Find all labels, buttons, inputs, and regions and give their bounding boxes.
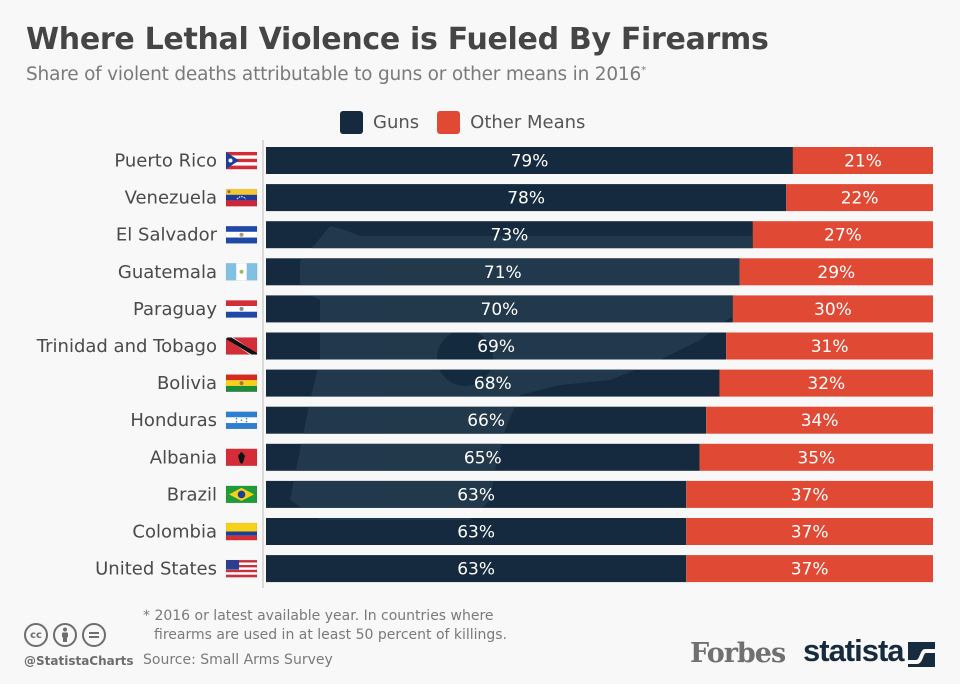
bar-other-means-el-salvador (752, 221, 933, 249)
labels-layer: 79% 21% Puerto Rico 78% 22% Venezuela 73% 27% El… (36, 151, 882, 580)
category-label: Trinidad and Tobago (36, 336, 217, 357)
value-label-other-means: 37% (791, 560, 829, 580)
value-label-guns: 71% (484, 263, 522, 283)
flag-brazil-icon (225, 485, 258, 504)
category-label: El Salvador (116, 225, 218, 246)
bar-other-means-colombia (686, 518, 933, 545)
bar-other-means-bolivia (719, 369, 933, 397)
flag-guatemala-icon (225, 262, 258, 281)
value-label-guns: 73% (491, 226, 529, 246)
value-label-guns: 78% (507, 189, 545, 209)
legend-item-guns: Guns (340, 110, 420, 134)
statista-logo: statista (803, 633, 905, 668)
category-label: Bolivia (157, 373, 217, 394)
cc-icon: cc (24, 623, 48, 647)
category-label: Puerto Rico (114, 151, 217, 172)
bar-other-means-venezuela (786, 184, 933, 212)
category-label: Guatemala (118, 262, 217, 283)
chart-subtitle: Share of violent deaths attributable to … (26, 64, 646, 85)
bar-other-means-honduras (706, 406, 933, 434)
bar-other-means-united-states (686, 555, 933, 583)
license-icons: cc (24, 623, 106, 647)
flag-el-salvador-icon (225, 225, 258, 244)
value-label-other-means: 37% (791, 523, 829, 543)
legend-label-other-means: Other Means (470, 111, 586, 133)
legend: Guns Other Means (340, 109, 585, 135)
bar-other-means-puerto-rico (792, 147, 933, 174)
subtitle-text: Share of violent deaths attributable to … (26, 64, 642, 85)
value-label-guns: 68% (474, 374, 512, 394)
category-label: Albania (150, 447, 217, 468)
bar-guns-puerto-rico (266, 147, 793, 174)
bar-other-means-trinidad-and-tobago (726, 332, 933, 360)
statista-handle: @StatistaCharts (24, 654, 134, 668)
value-label-other-means: 30% (814, 300, 852, 320)
pistol-trigger-guard (437, 330, 493, 386)
value-label-other-means: 21% (844, 152, 882, 172)
value-label-other-means: 32% (807, 374, 845, 394)
category-label: Venezuela (125, 188, 217, 209)
bar-other-means-brazil (686, 480, 933, 508)
source-note: Source: Small Arms Survey (143, 652, 333, 668)
bar-other-means-albania (699, 443, 933, 471)
category-label: Brazil (167, 484, 217, 505)
flag-albania-icon (225, 448, 258, 467)
value-label-other-means: 22% (841, 189, 879, 209)
value-label-guns: 70% (481, 300, 519, 320)
legend-swatch-guns (340, 110, 363, 134)
category-label: Paraguay (133, 299, 217, 320)
value-label-other-means: 35% (797, 448, 835, 468)
value-label-other-means: 29% (817, 263, 855, 283)
value-label-other-means: 31% (811, 337, 849, 357)
flag-paraguay-icon (225, 300, 258, 318)
footnote: * 2016 or latest available year. In coun… (143, 607, 507, 645)
statista-logo-icon (908, 642, 935, 667)
value-label-guns: 66% (467, 411, 505, 431)
chart-title: Where Lethal Violence is Fueled By Firea… (26, 22, 769, 57)
flag-puerto-rico-icon (225, 151, 258, 170)
bar-guns-colombia (266, 518, 687, 545)
value-label-guns: 63% (457, 560, 495, 580)
value-label-guns: 79% (511, 152, 549, 172)
bar-guns-united-states (266, 555, 687, 583)
bar-other-means-guatemala (739, 258, 933, 286)
value-label-other-means: 37% (791, 485, 829, 505)
category-label: Colombia (132, 522, 217, 543)
forbes-logo: Forbes (690, 638, 786, 669)
category-label: Honduras (130, 410, 217, 431)
legend-item-other-means: Other Means (437, 110, 586, 134)
flag-colombia-icon (225, 522, 258, 541)
footnote-line-1: * 2016 or latest available year. In coun… (143, 608, 494, 624)
flag-honduras-icon (225, 411, 258, 430)
value-label-guns: 63% (457, 523, 495, 543)
subtitle-footnote-mark: * (641, 64, 646, 76)
value-label-other-means: 34% (801, 411, 839, 431)
value-label-guns: 65% (464, 448, 502, 468)
flags-layer (225, 151, 258, 578)
flag-united-states-icon (225, 559, 258, 578)
category-label: United States (95, 559, 217, 580)
bars-layer (266, 147, 933, 583)
bar-guns-venezuela (266, 184, 787, 212)
flag-trinidad-and-tobago-icon (225, 337, 258, 355)
flag-venezuela-icon (225, 188, 258, 207)
value-label-guns: 69% (477, 337, 515, 357)
attribution-icon (53, 623, 77, 647)
flag-bolivia-icon (225, 374, 258, 392)
legend-label-guns: Guns (373, 111, 420, 133)
bar-other-means-paraguay (732, 295, 933, 323)
no-derivatives-icon (82, 623, 106, 647)
value-label-guns: 63% (457, 485, 495, 505)
legend-swatch-other-means (437, 110, 461, 134)
bar-chart: 79% 21% Puerto Rico 78% 22% Venezuela 73% 27% El… (36, 140, 933, 588)
footnote-line-2: firearms are used in at least 50 percent… (154, 627, 508, 643)
value-label-other-means: 27% (824, 226, 862, 246)
